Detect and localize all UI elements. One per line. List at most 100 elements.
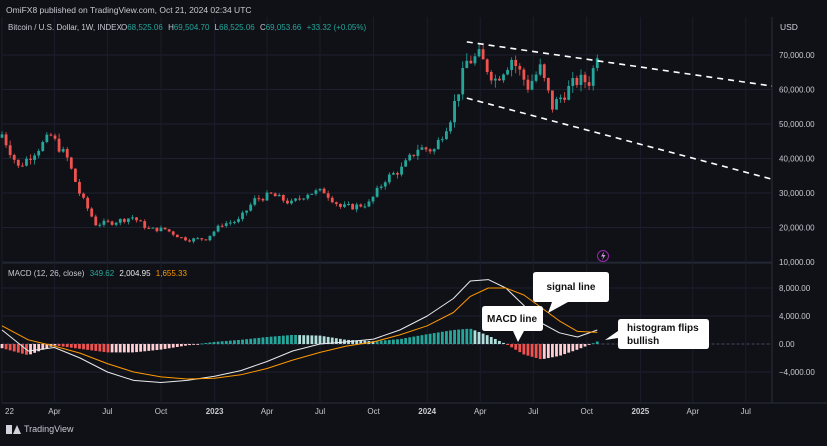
candle-body xyxy=(245,210,249,213)
histogram-bar xyxy=(392,339,395,344)
ohlc-legend: O68,525.06 H69,504.70 L68,525.06 C69,053… xyxy=(121,23,366,32)
histogram-bar xyxy=(29,344,32,355)
price-tick-label: 10,000.00 xyxy=(779,258,815,267)
candle-body xyxy=(277,195,281,197)
histogram-bar xyxy=(220,341,224,344)
histogram-bar xyxy=(534,344,538,358)
histogram-bar xyxy=(383,340,387,344)
histogram-bar xyxy=(396,339,399,344)
candle-body xyxy=(591,68,595,86)
histogram-bar xyxy=(445,331,448,344)
candle-body xyxy=(595,58,599,69)
lightning-icon[interactable] xyxy=(597,250,609,262)
histogram-bar xyxy=(82,344,85,350)
histogram-bar xyxy=(167,344,171,349)
candle-body xyxy=(200,238,204,240)
histogram-bar xyxy=(196,344,200,345)
histogram-bar xyxy=(257,337,261,344)
candle-body xyxy=(294,198,297,201)
candle-body xyxy=(416,149,420,156)
histogram-bar xyxy=(12,344,16,352)
candle-body xyxy=(310,193,314,195)
histogram-bar xyxy=(228,340,232,344)
candle-body xyxy=(155,227,159,232)
histogram-bar xyxy=(453,329,456,344)
candle-body xyxy=(473,56,477,64)
candle-body xyxy=(192,238,196,242)
histogram-bar xyxy=(139,344,143,352)
histogram-bar xyxy=(131,344,134,353)
histogram-bar xyxy=(428,333,432,344)
histogram-bar xyxy=(8,344,12,351)
candle-body xyxy=(73,168,77,182)
open-label: O xyxy=(121,23,127,32)
histogram-bar xyxy=(98,344,102,352)
histogram-bar xyxy=(510,344,514,348)
candle-body xyxy=(485,59,489,73)
time-tick-label: Apr xyxy=(48,407,61,416)
price-tick-label: 70,000.00 xyxy=(779,51,815,60)
histogram-bar xyxy=(591,343,595,345)
histogram-bar xyxy=(90,344,94,351)
candle-body xyxy=(371,196,375,202)
candle-body xyxy=(404,160,408,167)
histogram-callout: histogram flips bullish xyxy=(605,319,709,349)
trendline-upper xyxy=(466,41,773,87)
histogram-bar xyxy=(326,336,330,344)
candle-body xyxy=(465,60,469,69)
histogram-bar xyxy=(436,332,440,344)
signal-line xyxy=(1,287,598,380)
macd-legend-label: MACD (12, 26, close) xyxy=(8,269,85,278)
currency-label: USD xyxy=(780,22,798,32)
histogram-bar xyxy=(420,335,424,344)
candle-body xyxy=(314,190,318,194)
candle-body xyxy=(237,219,240,222)
histogram-bar xyxy=(587,344,591,345)
histogram-bar xyxy=(151,344,155,351)
histogram-bar xyxy=(371,341,375,344)
candle-body xyxy=(355,204,359,210)
candle-body xyxy=(151,227,155,229)
histogram-bar xyxy=(583,344,587,347)
trendline-lower xyxy=(466,97,773,180)
histogram-bar xyxy=(469,328,473,344)
candle-body xyxy=(159,227,163,232)
candle-body xyxy=(440,139,444,141)
candle-body xyxy=(98,224,102,226)
macd-line-callout-text: MACD line xyxy=(487,314,537,325)
time-tick-label: Apr xyxy=(474,407,487,416)
macd-tick-label: 4,000.00 xyxy=(779,312,811,321)
candle-body xyxy=(489,72,493,81)
candle-body xyxy=(453,100,456,123)
histogram-bar xyxy=(261,337,265,344)
candle-body xyxy=(449,122,452,132)
candle-body xyxy=(131,217,134,219)
candle-body xyxy=(212,231,216,236)
candle-body xyxy=(551,90,554,110)
histogram-bar xyxy=(546,344,550,359)
candle-body xyxy=(273,193,277,197)
candle-body xyxy=(37,150,41,156)
candle-body xyxy=(363,206,367,208)
histogram-bar xyxy=(208,342,212,344)
candle-body xyxy=(261,198,265,201)
candle-body xyxy=(330,197,334,203)
histogram-bar xyxy=(200,343,204,345)
signal-value: 1,655.33 xyxy=(156,269,188,278)
histogram-bar xyxy=(294,334,297,344)
candle-body xyxy=(29,158,32,160)
histogram-bar xyxy=(404,338,408,344)
candle-body xyxy=(224,223,228,226)
histogram-bar xyxy=(440,331,444,344)
histogram-bar xyxy=(118,344,122,353)
histogram-bar xyxy=(412,336,416,344)
candle-body xyxy=(567,86,571,100)
histogram-bar xyxy=(281,335,285,344)
time-tick-label: 2024 xyxy=(418,407,436,416)
candle-body xyxy=(257,198,261,200)
histogram-bar xyxy=(290,334,293,344)
histogram-bar xyxy=(522,344,526,355)
histogram-bar xyxy=(212,341,216,344)
candle-body xyxy=(82,193,85,198)
time-tick-label: Oct xyxy=(581,407,594,416)
